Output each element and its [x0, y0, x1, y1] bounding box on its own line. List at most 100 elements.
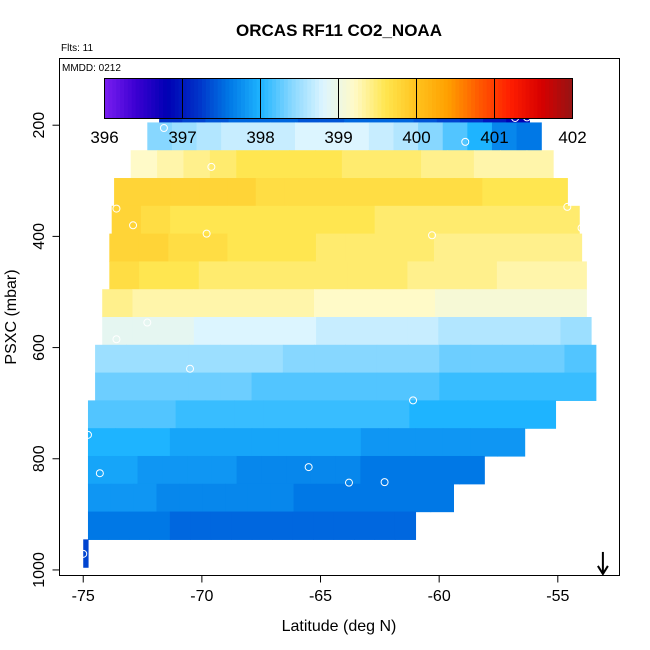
heatmap-cell [112, 455, 139, 485]
observation-point [112, 204, 121, 213]
heatmap-cell [227, 178, 257, 207]
colorbar-swatch [338, 78, 343, 119]
colorbar-swatch [545, 78, 550, 119]
heatmap-cell [556, 289, 587, 318]
y-tick-label: 600 [31, 334, 48, 361]
heatmap-cell [261, 455, 287, 485]
colorbar-swatch [319, 78, 324, 119]
heatmap-cell [354, 511, 376, 540]
observation-point [380, 478, 389, 487]
heatmap-cell [501, 344, 534, 374]
heatmap-cell [447, 150, 475, 179]
observation-point [159, 123, 168, 132]
observation-point [202, 229, 211, 238]
heatmap-cell [306, 428, 335, 457]
heatmap-cell [147, 122, 173, 151]
colorbar-swatch [463, 78, 468, 119]
observation-point [361, 543, 370, 552]
heatmap-cell [236, 455, 262, 485]
heatmap-cell [409, 400, 440, 429]
heatmap-cell [199, 205, 230, 235]
colorbar-swatch [521, 78, 527, 119]
colorbar-swatch [498, 78, 503, 119]
colorbar-swatch [342, 78, 347, 119]
observation-point [411, 544, 420, 553]
heatmap-cell [87, 428, 116, 457]
observation-point [207, 162, 216, 171]
heatmap-cell [453, 178, 483, 207]
colorbar-swatch [170, 78, 176, 119]
colorbar-tick-label: 400 [402, 128, 430, 147]
observation-point [304, 463, 313, 472]
colorbar-swatch [373, 78, 378, 119]
colorbar-swatch [564, 78, 570, 119]
heatmap-cell [258, 261, 289, 290]
colorbar-swatch [385, 78, 390, 119]
colorbar-swatch [529, 78, 534, 119]
heatmap-cell [374, 233, 406, 263]
colorbar-swatch [174, 78, 180, 119]
colorbar-swatch [334, 78, 339, 119]
colorbar-swatch [361, 78, 367, 119]
heatmap-cell [376, 372, 409, 401]
heatmap-cell [197, 233, 228, 263]
heatmap-cell [377, 317, 409, 346]
heatmap-cell [163, 317, 195, 346]
heatmap-cell [157, 372, 190, 401]
colorbar-swatch [127, 78, 133, 119]
colorbar-swatch [186, 78, 191, 119]
colorbar-swatch [264, 78, 269, 119]
observation-point [112, 335, 121, 344]
heatmap-cell [442, 428, 471, 457]
colorbar-swatch [389, 78, 394, 119]
heatmap-cell [316, 483, 340, 513]
colorbar-swatch [350, 78, 355, 119]
observation-point [594, 401, 603, 410]
heatmap-cell [377, 261, 409, 290]
heatmap-cell [202, 483, 226, 513]
x-tick-label: -65 [309, 588, 332, 605]
heatmap-cell [270, 122, 296, 151]
heatmap-cell [333, 428, 362, 457]
heatmap-cell [362, 483, 386, 513]
heatmap-cell [314, 372, 347, 401]
heatmap-cell [114, 178, 144, 207]
heatmap-cell [288, 261, 319, 290]
colorbar-swatch [502, 78, 507, 119]
heatmap-cell [247, 483, 272, 513]
heatmap-cell [188, 344, 221, 374]
heatmap-cell [253, 289, 285, 318]
heatmap-cell [126, 344, 159, 374]
heatmap-cell [282, 344, 315, 374]
heatmap-cell [199, 178, 228, 207]
heatmap-cell [465, 289, 497, 318]
heatmap-cell [132, 317, 164, 346]
heatmap-cell [110, 483, 135, 513]
colorbar-swatch [549, 78, 554, 119]
date-label: MMDD: 0212 [62, 63, 121, 74]
heatmap-cell [115, 428, 144, 457]
heatmap-cell [256, 233, 287, 263]
colorbar-swatch [322, 78, 328, 119]
colorbar-swatch [268, 78, 273, 119]
heatmap-cell [157, 344, 190, 374]
colorbar-swatch [346, 78, 351, 119]
colorbar-swatch [494, 78, 499, 119]
colorbar-swatch [151, 78, 156, 119]
heatmap-cell [473, 150, 501, 179]
colorbar-swatch [412, 78, 417, 119]
heatmap-cell [526, 261, 558, 290]
heatmap-cell [102, 289, 134, 318]
observation-point [344, 478, 353, 487]
heatmap-cell [347, 261, 379, 290]
heatmap-cell [224, 428, 253, 457]
colorbar-swatch [303, 78, 308, 119]
heatmap-cell [344, 122, 370, 151]
x-axis-label: Latitude (deg N) [282, 618, 397, 635]
colorbar-tick-label: 399 [324, 128, 352, 147]
heatmap-cell [234, 400, 264, 429]
colorbar-swatch [381, 78, 386, 119]
colorbar-swatch [467, 78, 472, 119]
colorbar-swatch [490, 78, 495, 119]
heatmap-cell [500, 150, 528, 179]
